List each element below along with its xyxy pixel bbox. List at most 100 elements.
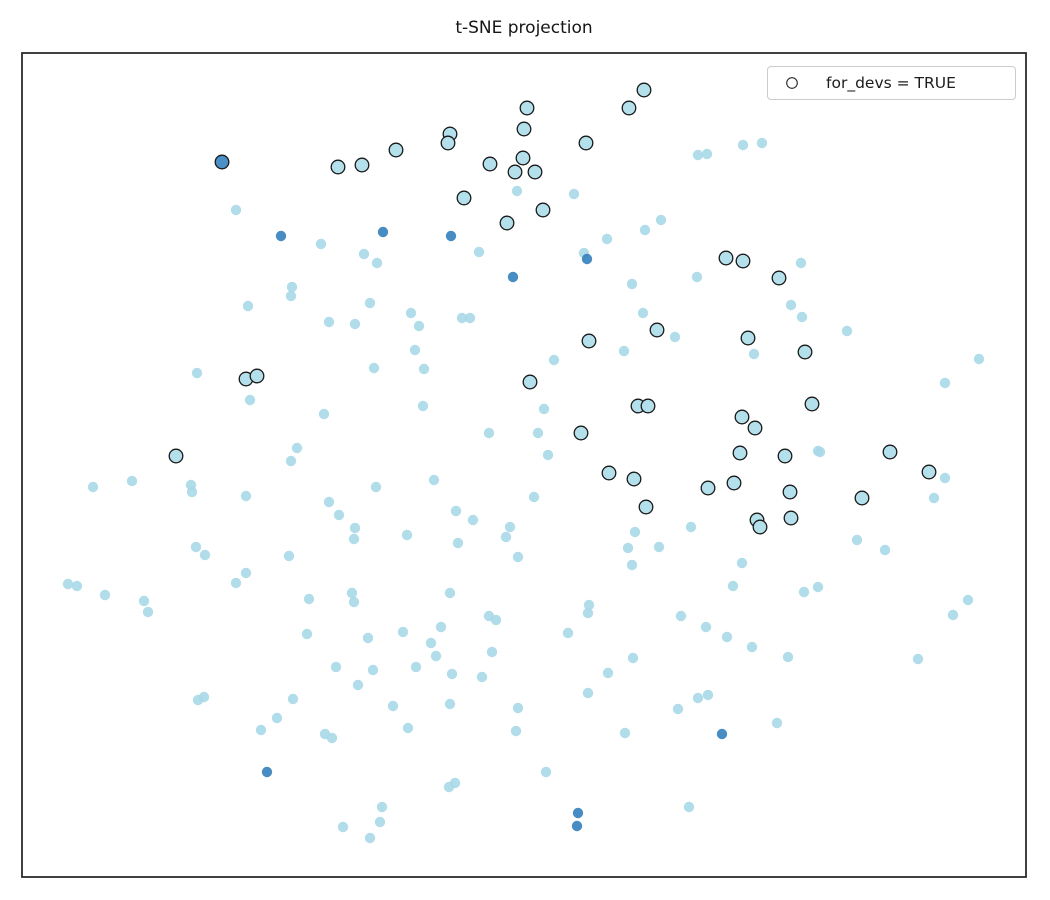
scatter-point-for_devs_true_light (804, 396, 820, 412)
scatter-point-light_points (358, 248, 370, 260)
scatter-points-layer (62, 82, 985, 844)
scatter-point-light_points (675, 610, 687, 622)
scatter-point-light_points (532, 427, 544, 439)
scatter-point-light_points (841, 325, 853, 337)
scatter-point-light_points (692, 692, 704, 704)
scatter-point-for_devs_true_light (854, 490, 870, 506)
scatter-point-for_devs_true_light (581, 333, 597, 349)
scatter-point-light_points (947, 609, 959, 621)
scatter-point-light_points (542, 449, 554, 461)
scatter-point-light_points (99, 589, 111, 601)
scatter-point-for_devs_true_light (636, 82, 652, 98)
scatter-point-light_points (450, 505, 462, 517)
scatter-point-light_points (425, 637, 437, 649)
legend: for_devs = TRUE (767, 66, 1016, 100)
scatter-point-for_devs_true_light (782, 484, 798, 500)
scatter-point-light_points (939, 377, 951, 389)
scatter-point-light_points (785, 299, 797, 311)
scatter-point-for_devs_true_light (726, 475, 742, 491)
scatter-point-for_devs_true_light (527, 164, 543, 180)
scatter-point-for_devs_true_dark (214, 154, 230, 170)
scatter-point-light_points (452, 537, 464, 549)
scatter-point-light_points (409, 344, 421, 356)
scatter-point-light_points (490, 614, 502, 626)
scatter-point-light_points (376, 801, 388, 813)
scatter-point-light_points (701, 148, 713, 160)
scatter-point-light_points (417, 400, 429, 412)
scatter-point-light_points (387, 700, 399, 712)
scatter-point-light_points (512, 702, 524, 714)
scatter-point-light_points (796, 311, 808, 323)
scatter-point-light_points (291, 442, 303, 454)
scatter-point-light_points (333, 509, 345, 521)
scatter-point-light_points (271, 712, 283, 724)
scatter-point-light_points (362, 632, 374, 644)
scatter-point-for_devs_true_light (783, 510, 799, 526)
scatter-point-light_points (446, 668, 458, 680)
scatter-point-dark_points (445, 230, 457, 242)
scatter-point-light_points (619, 727, 631, 739)
scatter-point-light_points (692, 149, 704, 161)
scatter-point-light_points (629, 526, 641, 538)
scatter-point-dark_points (716, 728, 728, 740)
scatter-point-light_points (748, 348, 760, 360)
scatter-point-dark_points (572, 807, 584, 819)
scatter-point-light_points (444, 698, 456, 710)
scatter-point-light_points (639, 224, 651, 236)
scatter-point-light_points (626, 278, 638, 290)
scatter-point-light_points (199, 549, 211, 561)
scatter-point-light_points (483, 427, 495, 439)
scatter-point-light_points (346, 587, 358, 599)
scatter-point-light_points (973, 353, 985, 365)
scatter-point-for_devs_true_light (638, 499, 654, 515)
scatter-point-for_devs_true_light (921, 464, 937, 480)
scatter-point-for_devs_true_light (388, 142, 404, 158)
scatter-point-light_points (301, 628, 313, 640)
scatter-point-for_devs_true_light (700, 480, 716, 496)
scatter-point-light_points (444, 587, 456, 599)
scatter-point-light_points (582, 607, 594, 619)
scatter-point-dark_points (377, 226, 389, 238)
scatter-point-for_devs_true_light (626, 471, 642, 487)
scatter-point-light_points (285, 290, 297, 302)
scatter-point-light_points (601, 233, 613, 245)
scatter-point-light_points (637, 307, 649, 319)
scatter-point-light_points (349, 522, 361, 534)
scatter-point-light_points (287, 693, 299, 705)
scatter-point-light_points (528, 491, 540, 503)
scatter-point-light_points (371, 257, 383, 269)
scatter-point-for_devs_true_light (718, 250, 734, 266)
scatter-point-for_devs_true_light (535, 202, 551, 218)
scatter-point-for_devs_true_light (249, 368, 265, 384)
scatter-point-light_points (737, 139, 749, 151)
scatter-point-light_points (912, 653, 924, 665)
scatter-point-for_devs_true_light (499, 215, 515, 231)
scatter-point-light_points (685, 521, 697, 533)
scatter-point-light_points (401, 529, 413, 541)
scatter-point-light_points (330, 661, 342, 673)
scatter-point-light_points (364, 297, 376, 309)
scatter-point-for_devs_true_light (168, 448, 184, 464)
scatter-point-light_points (511, 185, 523, 197)
scatter-point-dark_points (275, 230, 287, 242)
scatter-point-light_points (240, 567, 252, 579)
scatter-point-for_devs_true_light (522, 374, 538, 390)
scatter-point-light_points (746, 641, 758, 653)
scatter-point-light_points (410, 661, 422, 673)
scatter-point-light_points (323, 316, 335, 328)
scatter-point-light_points (464, 312, 476, 324)
scatter-point-light_points (512, 551, 524, 563)
scatter-point-light_points (413, 320, 425, 332)
scatter-point-light_points (303, 593, 315, 605)
scatter-point-light_points (87, 481, 99, 493)
scatter-point-light_points (626, 559, 638, 571)
scatter-point-light_points (771, 717, 783, 729)
scatter-point-light_points (702, 689, 714, 701)
scatter-point-light_points (669, 331, 681, 343)
scatter-point-for_devs_true_light (649, 322, 665, 338)
scatter-point-light_points (672, 703, 684, 715)
scatter-point-light_points (500, 531, 512, 543)
scatter-point-dark_points (507, 271, 519, 283)
